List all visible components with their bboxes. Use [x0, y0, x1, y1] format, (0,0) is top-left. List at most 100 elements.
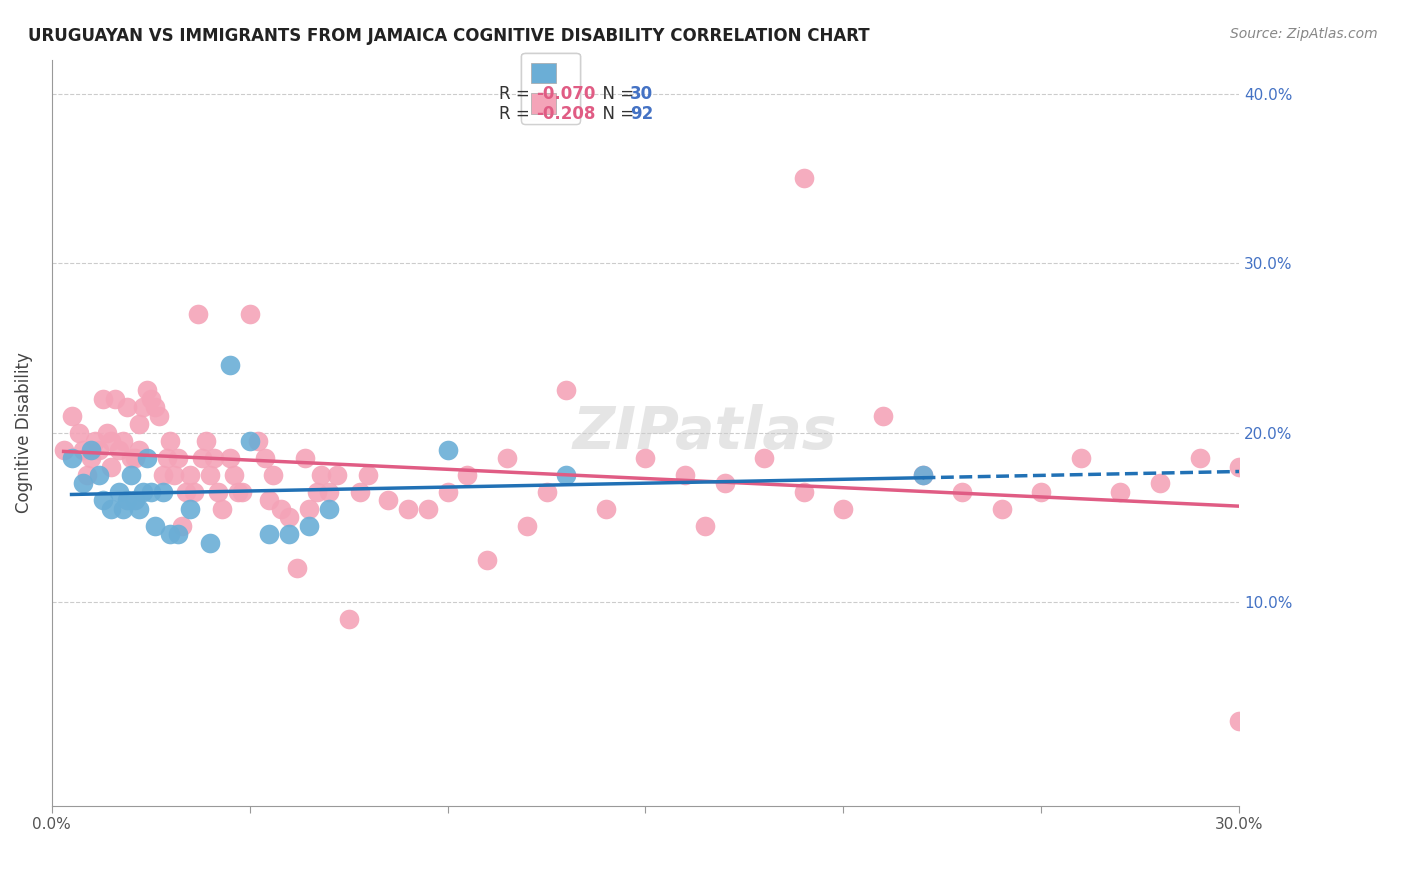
Point	[91, 493, 114, 508]
Point	[990, 502, 1012, 516]
Point	[183, 484, 205, 499]
Point	[1070, 450, 1092, 465]
Point	[1031, 484, 1053, 499]
Point	[167, 527, 190, 541]
Point	[555, 467, 578, 482]
Point	[89, 442, 111, 457]
Point	[52, 442, 75, 457]
Point	[128, 417, 150, 431]
Point	[143, 519, 166, 533]
Point	[337, 612, 360, 626]
Text: N =: N =	[592, 105, 640, 123]
Point	[278, 527, 301, 541]
Point	[298, 519, 321, 533]
Point	[191, 450, 214, 465]
Point	[911, 467, 934, 482]
Point	[143, 400, 166, 414]
Point	[202, 450, 225, 465]
Point	[111, 502, 134, 516]
Point	[120, 450, 142, 465]
Point	[139, 392, 162, 406]
Point	[218, 358, 240, 372]
Point	[198, 536, 221, 550]
Legend: , : ,	[522, 53, 579, 124]
Point	[72, 442, 94, 457]
Point	[124, 493, 146, 508]
Point	[536, 484, 558, 499]
Point	[595, 502, 617, 516]
Text: R =: R =	[499, 105, 536, 123]
Point	[152, 484, 174, 499]
Point	[172, 519, 194, 533]
Point	[262, 467, 284, 482]
Y-axis label: Cognitive Disability: Cognitive Disability	[15, 352, 32, 513]
Point	[309, 467, 332, 482]
Point	[298, 502, 321, 516]
Point	[60, 409, 83, 423]
Point	[218, 450, 240, 465]
Point	[108, 484, 131, 499]
Point	[69, 425, 91, 440]
Point	[793, 484, 815, 499]
Point	[693, 519, 716, 533]
Point	[100, 459, 122, 474]
Point	[152, 467, 174, 482]
Point	[318, 502, 340, 516]
Point	[259, 527, 281, 541]
Text: R =: R =	[499, 85, 536, 103]
Point	[60, 450, 83, 465]
Point	[120, 467, 142, 482]
Point	[436, 484, 458, 499]
Point	[634, 450, 657, 465]
Point	[305, 484, 328, 499]
Point	[872, 409, 894, 423]
Point	[159, 434, 181, 448]
Point	[159, 527, 181, 541]
Point	[259, 493, 281, 508]
Point	[436, 442, 458, 457]
Point	[349, 484, 371, 499]
Point	[1227, 714, 1250, 728]
Point	[198, 467, 221, 482]
Point	[793, 171, 815, 186]
Point	[326, 467, 349, 482]
Point	[496, 450, 519, 465]
Point	[100, 502, 122, 516]
Point	[124, 450, 146, 465]
Point	[396, 502, 419, 516]
Point	[111, 434, 134, 448]
Point	[231, 484, 253, 499]
Point	[179, 467, 201, 482]
Point	[516, 519, 538, 533]
Point	[207, 484, 229, 499]
Point	[139, 484, 162, 499]
Point	[246, 434, 269, 448]
Point	[754, 450, 776, 465]
Text: URUGUAYAN VS IMMIGRANTS FROM JAMAICA COGNITIVE DISABILITY CORRELATION CHART: URUGUAYAN VS IMMIGRANTS FROM JAMAICA COG…	[28, 27, 870, 45]
Point	[475, 553, 498, 567]
Point	[377, 493, 399, 508]
Point	[713, 476, 735, 491]
Point	[294, 450, 316, 465]
Text: N =: N =	[592, 85, 640, 103]
Point	[80, 442, 103, 457]
Point	[84, 434, 107, 448]
Point	[1227, 459, 1250, 474]
Point	[135, 450, 157, 465]
Point	[911, 467, 934, 482]
Point	[115, 400, 138, 414]
Point	[211, 502, 233, 516]
Point	[148, 409, 170, 423]
Point	[270, 502, 292, 516]
Point	[222, 467, 245, 482]
Point	[104, 392, 127, 406]
Text: Source: ZipAtlas.com: Source: ZipAtlas.com	[1230, 27, 1378, 41]
Point	[195, 434, 218, 448]
Point	[72, 476, 94, 491]
Point	[278, 510, 301, 524]
Text: -0.208: -0.208	[536, 105, 595, 123]
Point	[167, 450, 190, 465]
Text: 30: 30	[630, 85, 652, 103]
Point	[115, 493, 138, 508]
Point	[285, 561, 308, 575]
